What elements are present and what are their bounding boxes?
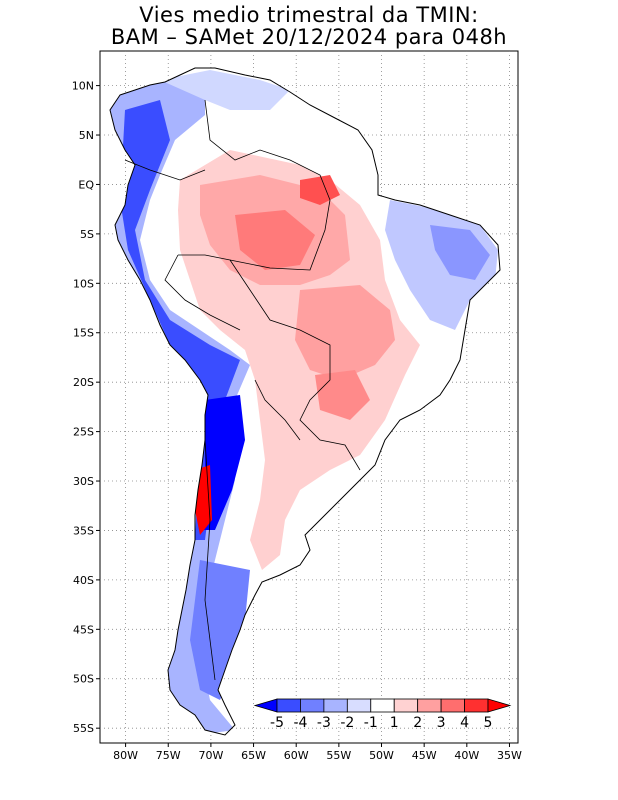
lat-tick-label: 15S [73, 327, 94, 340]
colorbar-min-arrow [253, 698, 278, 713]
strong-positive-region [235, 210, 315, 270]
hotspot-north [300, 175, 340, 205]
map-title-line1: Vies medio trimestral da TMIN: [139, 3, 479, 27]
lon-tick-label: 35W [497, 749, 522, 762]
colorbar-label: 4 [460, 715, 469, 731]
colorbar-label: -3 [317, 715, 331, 731]
colorbar-label: -2 [340, 715, 354, 731]
lon-tick-label: 60W [284, 749, 309, 762]
colorbar: -5 -4 -3 -2 -1 1 2 3 4 5 [253, 698, 512, 731]
lat-tick-label: 40S [73, 574, 94, 587]
lon-tick-label: 40W [454, 749, 479, 762]
colorbar-label: -5 [270, 715, 284, 731]
lat-tick-label: 25S [73, 426, 94, 439]
bias-field [110, 68, 500, 735]
colorbar-swatch [323, 698, 348, 713]
colorbar-swatch [440, 698, 465, 713]
lon-tick-label: 65W [241, 749, 266, 762]
lon-tick-label: 75W [156, 749, 181, 762]
lat-tick-label: 10S [73, 277, 94, 290]
lat-tick-label: 5N [79, 129, 94, 142]
colorbar-label: 3 [437, 715, 446, 731]
border-argentina-north [254, 379, 301, 441]
border-colombia-ecuador [124, 159, 206, 181]
lat-tick-label: 10N [72, 80, 94, 93]
central-positive-region [295, 285, 395, 380]
border-peru-bolivia [164, 254, 241, 331]
country-borders [124, 99, 361, 681]
lon-tick-label: 70W [198, 749, 223, 762]
border-chile-argentina [204, 439, 216, 681]
colorbar-label: -4 [293, 715, 307, 731]
colorbar-swatch [464, 698, 489, 713]
lat-tick-label: EQ [78, 178, 94, 191]
axis-labels: 10N 5N EQ 5S 10S 15S 20S 25S 30S 35S 40S 45S 50S 55S 8… [72, 80, 522, 762]
weak-negative-north [160, 70, 290, 110]
positive-patch-south [315, 370, 370, 420]
colorbar-swatch [370, 698, 395, 713]
lat-tick-label: 30S [73, 475, 94, 488]
colorbar-swatch [417, 698, 442, 713]
lat-tick-label: 35S [73, 524, 94, 537]
deep-negative-chile [200, 395, 245, 530]
lat-tick-label: 50S [73, 673, 94, 686]
colorbar-swatch [346, 698, 372, 713]
lon-tick-label: 80W [113, 749, 138, 762]
negative-northeast-core [430, 225, 490, 280]
lat-tick-label: 5S [80, 228, 94, 241]
lat-tick-label: 55S [73, 722, 94, 735]
lat-tick-label: 20S [73, 376, 94, 389]
colorbar-swatch [300, 698, 325, 713]
lon-tick-label: 55W [326, 749, 351, 762]
lat-tick-label: 45S [73, 623, 94, 636]
map-title-line2: BAM – SAMet 20/12/2024 para 048h [110, 25, 508, 49]
colorbar-label: 2 [413, 715, 422, 731]
colorbar-swatch [393, 698, 419, 713]
map-frame [99, 50, 519, 744]
colorbar-label: -1 [364, 715, 378, 731]
colorbar-swatch [276, 698, 301, 713]
negative-patagonia [190, 560, 250, 700]
border-bolivia-paraguay [229, 259, 361, 471]
lon-tick-label: 45W [412, 749, 437, 762]
colorbar-max-arrow [487, 698, 512, 713]
lon-tick-label: 50W [369, 749, 394, 762]
colorbar-label: 5 [484, 715, 493, 731]
colorbar-label: 1 [390, 715, 399, 731]
